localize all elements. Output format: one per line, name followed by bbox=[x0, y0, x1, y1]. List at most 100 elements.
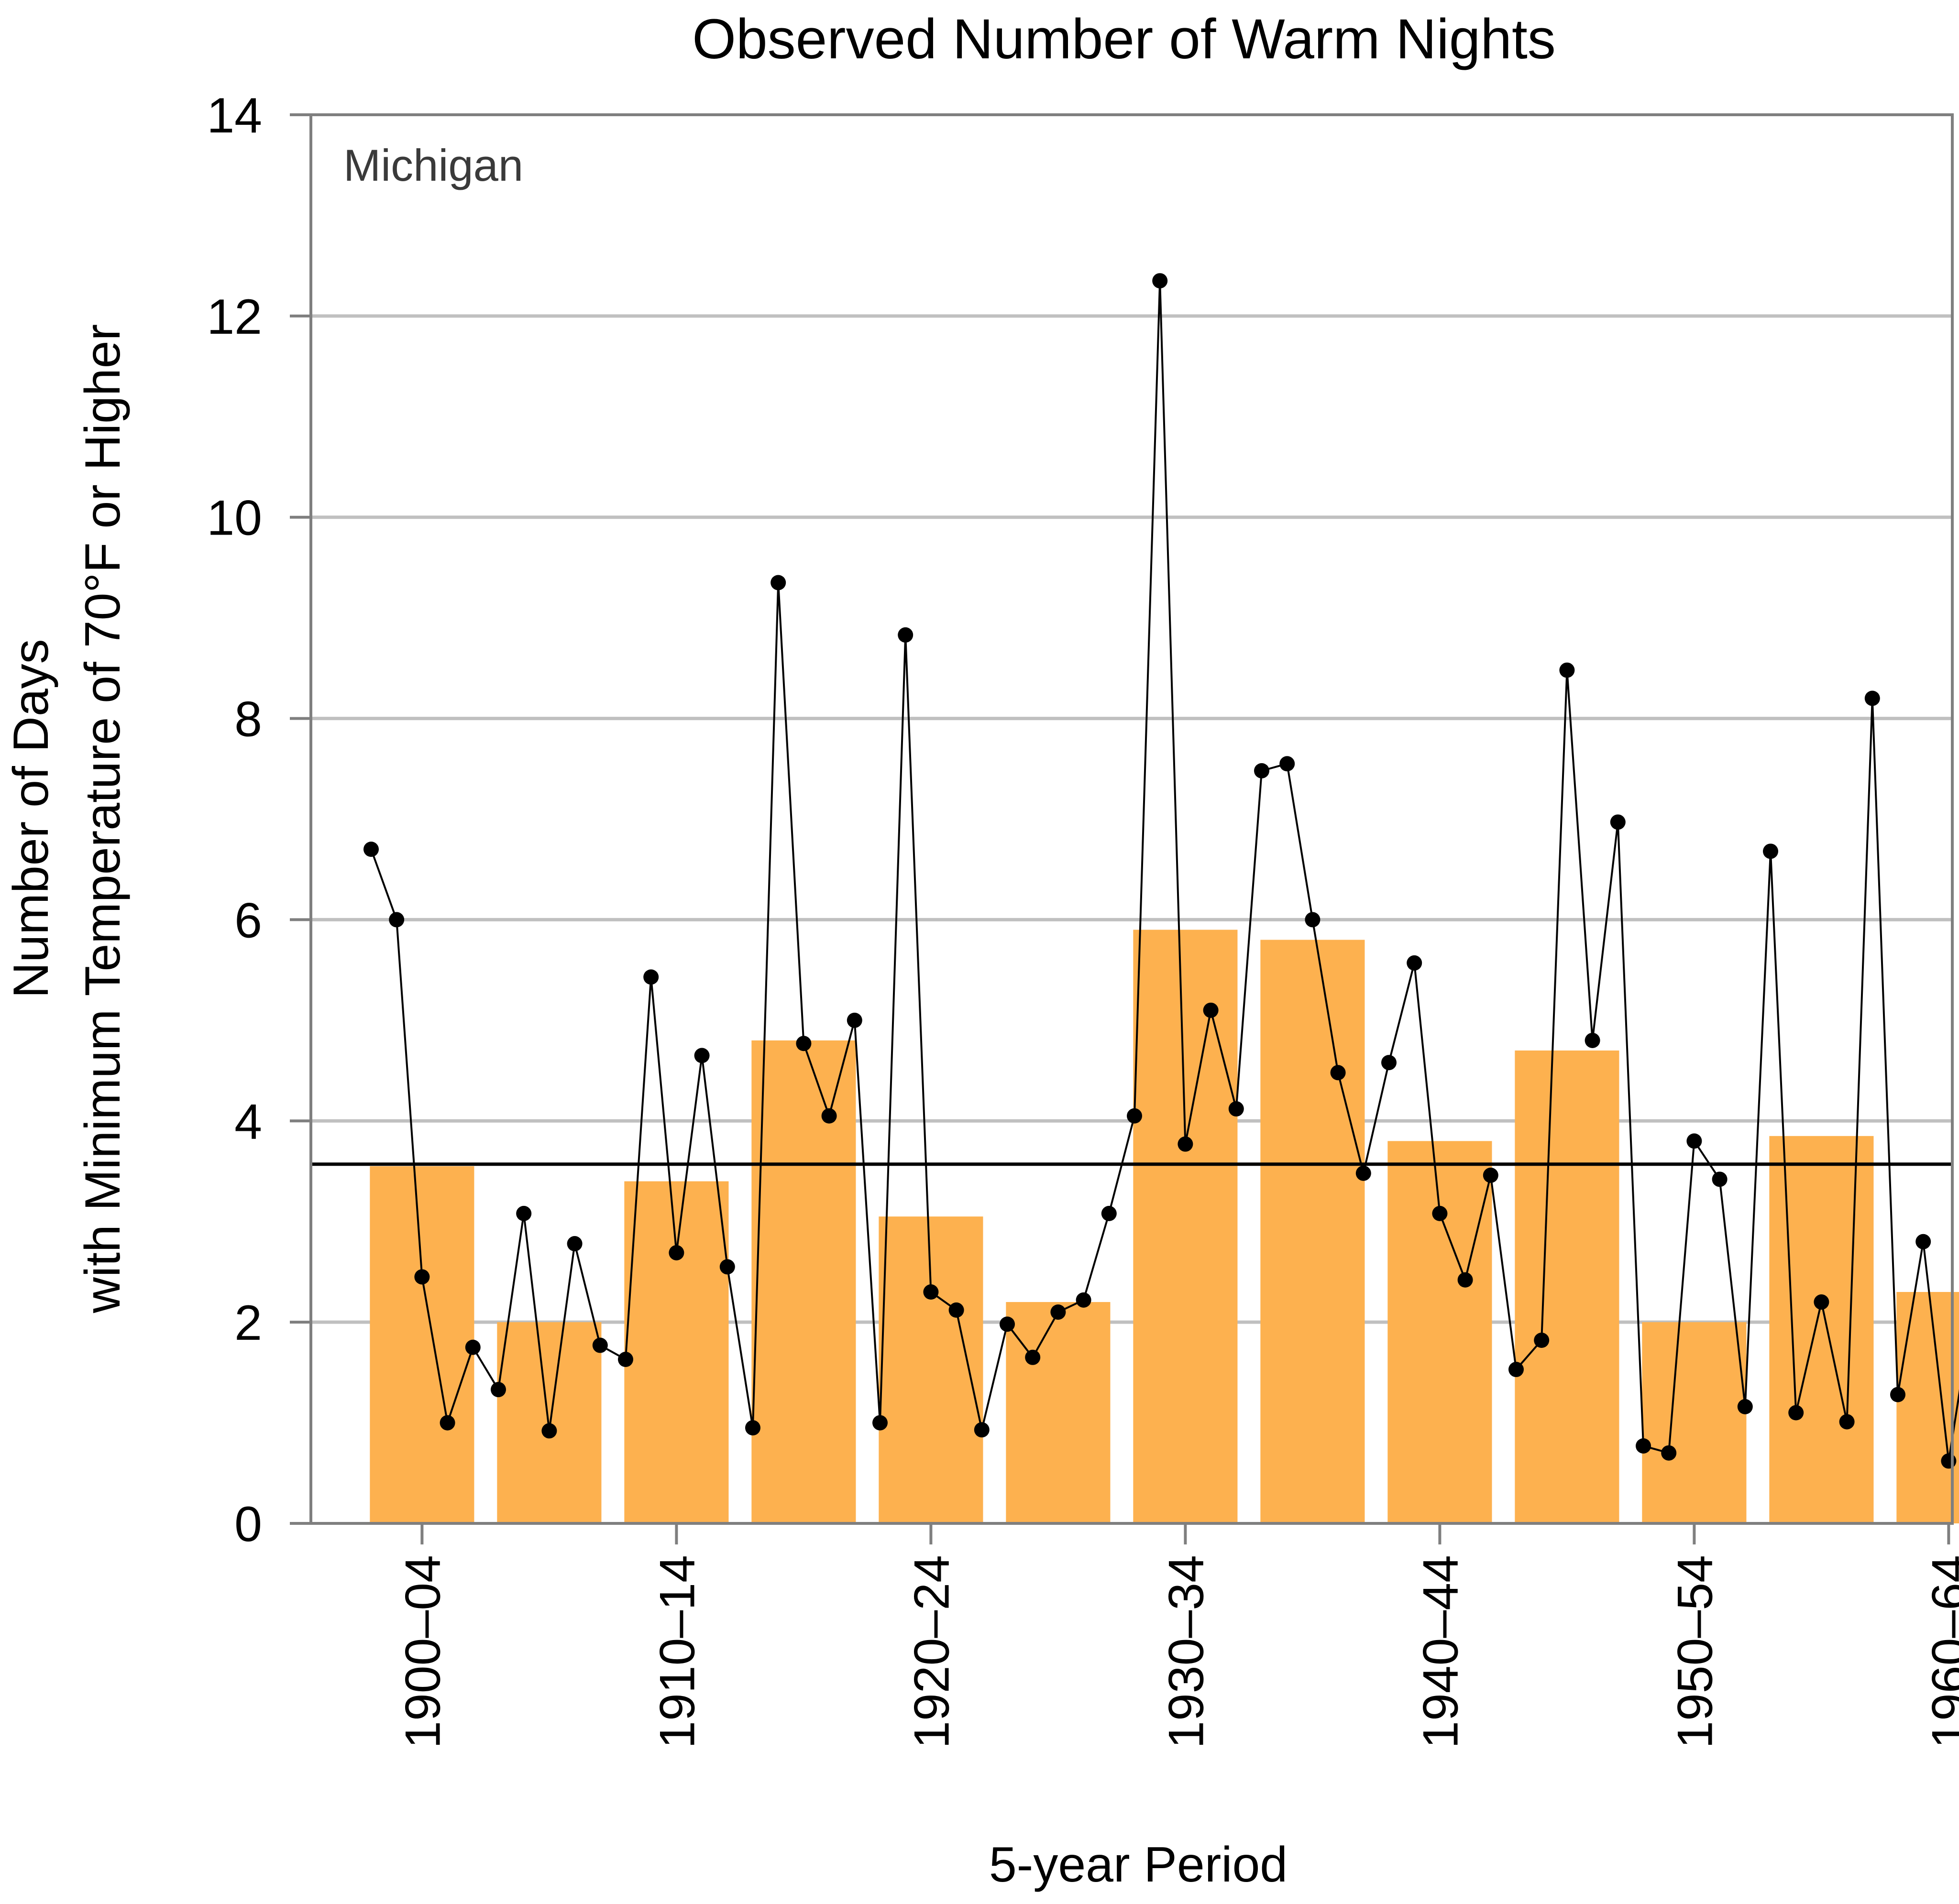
data-point bbox=[1457, 1272, 1473, 1288]
data-point bbox=[1712, 1171, 1728, 1187]
data-point bbox=[1534, 1333, 1550, 1348]
bar bbox=[1387, 1141, 1492, 1523]
data-point bbox=[1814, 1294, 1829, 1310]
data-point bbox=[389, 912, 405, 928]
data-point bbox=[516, 1205, 532, 1221]
data-point bbox=[796, 1036, 812, 1051]
data-point bbox=[1076, 1292, 1091, 1308]
data-point bbox=[643, 969, 659, 985]
x-tick-label: 1960–64 bbox=[1922, 1555, 1959, 1749]
data-point bbox=[1686, 1133, 1702, 1149]
data-point bbox=[1279, 756, 1295, 772]
x-tick-label: 1910–14 bbox=[649, 1555, 705, 1749]
data-point bbox=[1483, 1167, 1498, 1183]
data-point bbox=[1178, 1136, 1193, 1152]
data-point bbox=[1610, 814, 1626, 830]
y-tick-label: 12 bbox=[207, 289, 262, 345]
data-point bbox=[1585, 1032, 1600, 1048]
bar bbox=[751, 1040, 856, 1523]
data-point bbox=[465, 1339, 481, 1355]
x-axis-label: 5-year Period bbox=[989, 1837, 1288, 1893]
plot-frame bbox=[309, 113, 1954, 1525]
y-tick-label: 4 bbox=[234, 1094, 262, 1149]
data-point bbox=[1788, 1405, 1804, 1421]
data-point bbox=[974, 1422, 990, 1438]
bar bbox=[1006, 1302, 1111, 1523]
bar bbox=[1642, 1322, 1747, 1523]
y-axis-label-line1: Number of Days bbox=[3, 639, 59, 998]
data-point bbox=[719, 1259, 735, 1275]
data-point bbox=[1407, 955, 1422, 971]
data-point bbox=[1025, 1349, 1041, 1365]
data-point bbox=[1890, 1387, 1905, 1402]
bar bbox=[370, 1166, 474, 1523]
y-axis-label-line2: with Minimum Temperature of 70°F or High… bbox=[75, 324, 131, 1313]
bar bbox=[1260, 940, 1365, 1523]
data-point bbox=[592, 1337, 608, 1353]
bar bbox=[1515, 1050, 1619, 1523]
bar bbox=[1769, 1136, 1874, 1523]
data-point bbox=[1330, 1065, 1346, 1081]
data-point bbox=[669, 1245, 684, 1260]
data-point bbox=[1254, 763, 1269, 778]
data-point bbox=[618, 1352, 633, 1368]
data-point bbox=[1661, 1445, 1677, 1461]
y-tick-label: 2 bbox=[234, 1295, 262, 1351]
data-point bbox=[694, 1048, 710, 1063]
data-point bbox=[1152, 273, 1168, 289]
data-point bbox=[1763, 843, 1778, 859]
data-point bbox=[770, 575, 786, 591]
y-tick-label: 10 bbox=[207, 491, 262, 546]
x-tick-label: 1950–54 bbox=[1667, 1555, 1723, 1749]
y-tick-label: 14 bbox=[207, 88, 262, 143]
data-point bbox=[1559, 662, 1575, 678]
y-axis: 0 2 4 6 8 10 12 14 bbox=[207, 88, 311, 1552]
data-point bbox=[821, 1108, 837, 1124]
annual-points bbox=[363, 273, 1957, 1469]
data-point bbox=[898, 627, 913, 643]
data-point bbox=[847, 1012, 862, 1028]
bar bbox=[1133, 930, 1238, 1523]
data-point bbox=[1864, 690, 1880, 706]
bars bbox=[370, 930, 1959, 1523]
data-point bbox=[1228, 1101, 1244, 1117]
data-point bbox=[363, 842, 379, 857]
data-point bbox=[541, 1423, 557, 1439]
y-tick-label: 8 bbox=[234, 692, 262, 747]
data-point bbox=[1839, 1414, 1855, 1430]
region-annotation: Michigan bbox=[343, 140, 523, 190]
x-tick-label: 1920–24 bbox=[904, 1555, 959, 1749]
bar bbox=[1896, 1292, 1959, 1523]
data-point bbox=[948, 1302, 964, 1318]
data-point bbox=[1737, 1399, 1753, 1414]
data-point bbox=[1203, 1002, 1219, 1018]
data-point bbox=[1101, 1205, 1117, 1221]
bar bbox=[624, 1181, 729, 1523]
data-point bbox=[1508, 1362, 1524, 1378]
data-point bbox=[1432, 1205, 1448, 1221]
data-point bbox=[923, 1284, 939, 1300]
data-point bbox=[1305, 912, 1321, 928]
data-point bbox=[745, 1420, 760, 1436]
data-point bbox=[567, 1236, 583, 1252]
data-point bbox=[440, 1415, 455, 1431]
data-point bbox=[491, 1382, 506, 1398]
data-point bbox=[1381, 1055, 1397, 1071]
x-tick-label: 1940–44 bbox=[1413, 1555, 1468, 1749]
data-point bbox=[1127, 1108, 1142, 1124]
data-point bbox=[1050, 1304, 1066, 1320]
data-point bbox=[414, 1269, 430, 1285]
data-point bbox=[1915, 1234, 1931, 1249]
chart-title: Observed Number of Warm Nights bbox=[692, 8, 1556, 71]
data-point bbox=[1636, 1438, 1651, 1454]
data-point bbox=[872, 1415, 888, 1431]
y-tick-label: 6 bbox=[234, 893, 262, 948]
y-tick-label: 0 bbox=[234, 1497, 262, 1552]
data-point bbox=[1000, 1316, 1015, 1332]
x-tick-label: 1930–34 bbox=[1158, 1555, 1214, 1749]
bar bbox=[879, 1216, 983, 1523]
data-point bbox=[1941, 1453, 1957, 1469]
x-axis: 1900–04 1910–14 1920–24 1930–34 1940–44 1950–… bbox=[395, 1523, 1959, 1749]
